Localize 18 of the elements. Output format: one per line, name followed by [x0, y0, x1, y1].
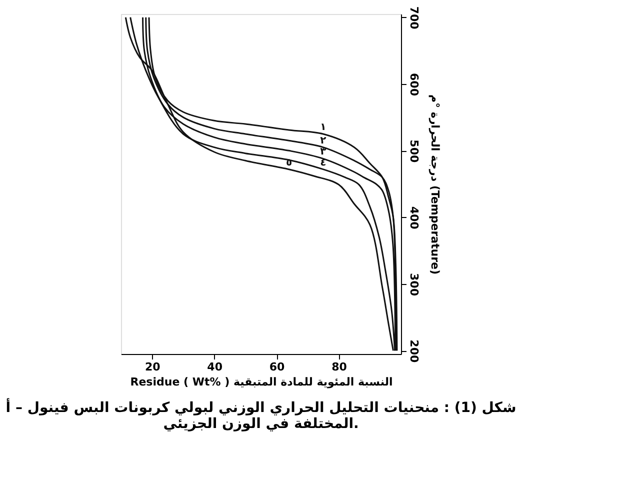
y-axis-title: درجة الحرارة °م (Temperature) — [428, 94, 442, 275]
series-label: ١ — [320, 122, 326, 133]
y-tick-label: 300 — [408, 273, 420, 296]
y-tick-label: 700 — [408, 6, 420, 30]
x-tick-label: 60 — [269, 360, 286, 374]
y-tick-label: 400 — [408, 206, 420, 230]
x-tick-label: 40 — [207, 360, 223, 374]
y-tick-label: 500 — [408, 140, 420, 163]
text: شكل (1) : منحنيات التحليل الحراري الوزني لبولي كربونات البس فينول – أ — [6, 398, 516, 416]
y-tick-label: 600 — [408, 73, 420, 96]
y-tick-label: 200 — [408, 340, 420, 363]
x-tick-label: 20 — [144, 360, 161, 374]
series-label: ٢ — [320, 135, 326, 146]
x-tick-label: 80 — [332, 360, 348, 374]
x-axis-title: Residue ( Wt% ) النسبة المئوية للمادة المتبقية — [130, 376, 393, 388]
series-label: ٤ — [320, 157, 326, 168]
series-label: ٣ — [320, 146, 326, 158]
text: المختلفة في الوزن الجزيئي. — [163, 416, 359, 432]
